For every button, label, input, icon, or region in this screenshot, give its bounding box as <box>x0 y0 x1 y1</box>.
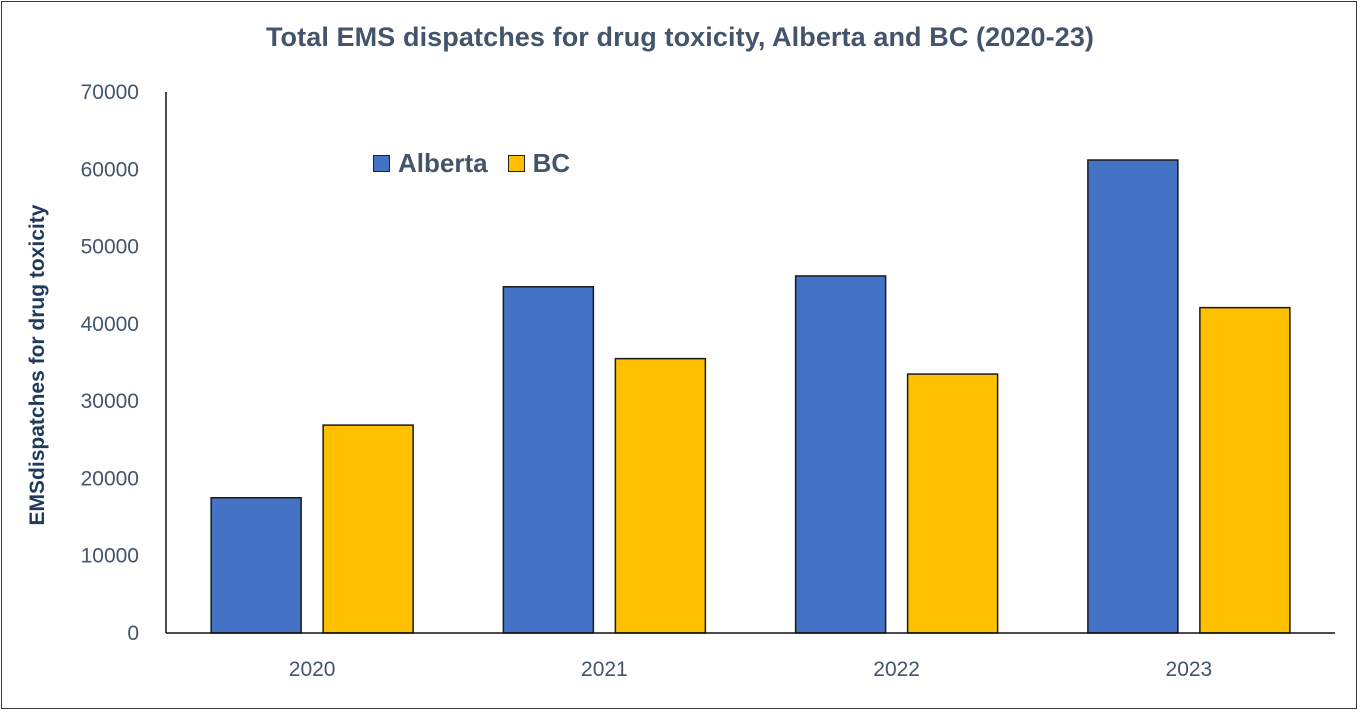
legend-swatch-bc <box>507 155 525 172</box>
bar-bc-2022 <box>906 373 999 634</box>
bar-alberta-2022 <box>794 275 887 634</box>
x-tick-label: 2022 <box>873 658 920 681</box>
y-tick-label: 20000 <box>81 467 139 490</box>
y-tick-label: 30000 <box>81 390 139 413</box>
legend-item-alberta: Alberta <box>373 148 488 179</box>
bar-alberta-2020 <box>210 497 302 634</box>
y-tick-label: 70000 <box>81 81 139 104</box>
x-tick-label: 2021 <box>581 658 628 681</box>
y-tick-label: 10000 <box>81 545 139 568</box>
legend-label-alberta: Alberta <box>398 148 488 178</box>
x-tick-label: 2020 <box>289 658 336 681</box>
legend-item-bc: BC <box>507 148 571 179</box>
bar-alberta-2023 <box>1087 159 1179 634</box>
legend: Alberta BC <box>373 148 590 179</box>
y-tick-label: 0 <box>127 622 139 645</box>
legend-label-bc: BC <box>532 148 571 178</box>
bar-alberta-2021 <box>502 286 595 634</box>
y-tick-label: 40000 <box>81 313 139 336</box>
bar-bc-2020 <box>322 424 414 634</box>
bar-bc-2021 <box>614 357 707 634</box>
y-tick-label: 60000 <box>81 158 139 181</box>
y-tick-label: 50000 <box>81 236 139 259</box>
chart-title: Total EMS dispatches for drug toxicity, … <box>265 22 1095 52</box>
bar-bc-2023 <box>1199 306 1291 634</box>
legend-swatch-alberta <box>373 155 390 172</box>
x-tick-label: 2023 <box>1166 658 1213 681</box>
